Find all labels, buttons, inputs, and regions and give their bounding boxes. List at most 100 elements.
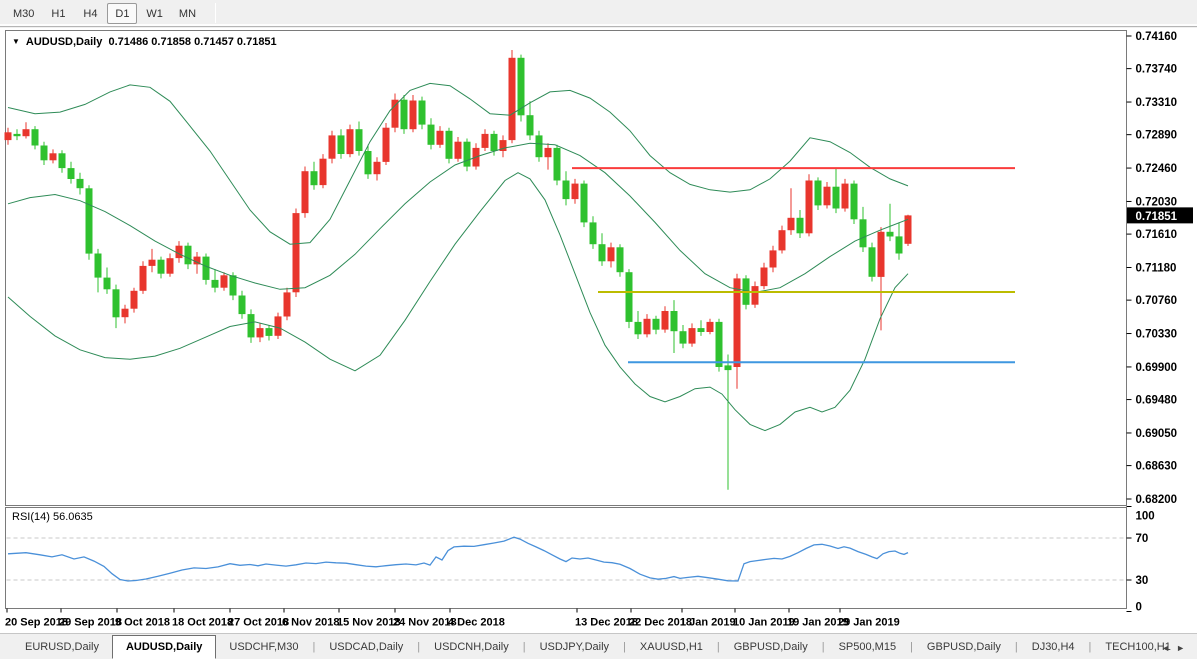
tab-usdchf-m30[interactable]: USDCHF,M30 — [229, 641, 299, 653]
candle — [31, 126, 39, 150]
tab-tech100-h1[interactable]: TECH100,H1 — [1105, 641, 1171, 653]
candle — [832, 168, 840, 214]
candle — [220, 272, 228, 291]
candle — [589, 216, 597, 249]
tab-scroll-arrows[interactable]: ◄► — [1161, 643, 1191, 653]
main-pane[interactable] — [5, 30, 1127, 506]
chart-area[interactable]: 0.74160 0.73740 0.73310 0.72890 0.72460 0.720… — [0, 28, 1197, 633]
tab-dj30-h4[interactable]: DJ30,H4 — [1031, 641, 1075, 653]
candle — [4, 127, 12, 145]
date-axis-label: 1 Jan 2019 — [680, 617, 736, 629]
candle — [697, 320, 705, 336]
tab-gbpusd-daily[interactable]: GBPUSD,Daily — [733, 641, 808, 653]
timeframe-button-h4[interactable]: H4 — [83, 7, 98, 20]
candle — [508, 50, 516, 144]
candle — [868, 242, 876, 282]
tab-scroll-left-icon[interactable]: ◄ — [1161, 643, 1177, 653]
candle — [481, 129, 489, 151]
candle — [121, 304, 129, 324]
candle — [247, 309, 255, 343]
candle — [634, 311, 642, 339]
candle — [616, 244, 624, 277]
candle — [427, 118, 435, 150]
candle — [769, 245, 777, 273]
candle — [229, 272, 237, 301]
tab-gbpusd-daily[interactable]: GBPUSD,Daily — [926, 641, 1001, 653]
candle — [418, 96, 426, 130]
candle — [706, 318, 714, 335]
chart-ohlc-values: 0.71486 0.71858 0.71457 0.71851 — [108, 36, 277, 48]
candle — [688, 323, 696, 347]
date-axis-label: 20 Sep 2018 — [5, 617, 68, 629]
date-axis-label: 4 Dec 2018 — [448, 617, 505, 629]
candle — [724, 354, 732, 490]
timeframe-button-mn[interactable]: MN — [178, 7, 197, 20]
candle — [760, 262, 768, 290]
tab-divider: | — [623, 640, 626, 653]
candle — [400, 95, 408, 134]
tab-divider: | — [1014, 640, 1018, 653]
candle — [184, 242, 192, 270]
timeframe-button-h1[interactable]: H1 — [51, 7, 66, 20]
candle — [166, 253, 174, 277]
candle — [499, 135, 507, 158]
rsi-axis-label: 70 — [1136, 533, 1149, 545]
candle — [526, 101, 534, 141]
candle — [373, 157, 381, 181]
tab-usdcnh-daily[interactable]: USDCNH,Daily — [434, 641, 509, 653]
date-axis-label: 15 Nov 2018 — [337, 617, 401, 629]
candle — [112, 284, 120, 329]
candle — [751, 281, 759, 308]
candle — [715, 318, 723, 372]
price-axis-label: 0.71180 — [1136, 263, 1177, 275]
candle — [643, 314, 651, 338]
candle — [346, 124, 354, 158]
candle — [319, 154, 327, 189]
candle — [904, 214, 912, 246]
tab-divider: | — [417, 640, 421, 653]
chart-dropdown-triangle-icon[interactable]: ▼ — [12, 37, 20, 46]
candle — [301, 166, 309, 218]
rsi-axis-label: 0 — [1136, 602, 1142, 614]
bollinger-lower-line — [7, 172, 909, 432]
candle — [652, 315, 660, 335]
price-axis-label: 0.70760 — [1136, 295, 1178, 307]
rsi-axis-label: 100 — [1136, 511, 1155, 523]
tab-audusd-daily[interactable]: AUDUSD,Daily — [111, 635, 217, 659]
price-axis-label: 0.69480 — [1136, 395, 1178, 407]
tab-usdcad-daily[interactable]: USDCAD,Daily — [329, 641, 404, 653]
tab-sp500-m15[interactable]: SP500,M15 — [838, 641, 897, 653]
timeframe-button-d1[interactable]: D1 — [107, 2, 138, 24]
candle — [391, 93, 399, 133]
tab-divider: | — [1088, 640, 1092, 653]
candle — [58, 150, 66, 173]
candle — [562, 171, 570, 206]
candle — [238, 290, 246, 319]
timeframe-button-m30[interactable]: M30 — [13, 7, 35, 20]
price-axis-label: 0.72890 — [1136, 130, 1178, 142]
tab-xauusd-h1[interactable]: XAUUSD,H1 — [639, 641, 703, 653]
candle — [328, 130, 336, 164]
date-axis-label: 18 Oct 2018 — [172, 617, 233, 629]
tab-eurusd-daily[interactable]: EURUSD,Daily — [25, 641, 99, 653]
chart-header: ▼ AUDUSD,Daily 0.71486 0.71858 0.71457 0.… — [12, 36, 277, 48]
candle — [670, 300, 678, 353]
candle — [625, 269, 633, 329]
candle — [859, 206, 867, 252]
candle — [463, 138, 471, 172]
date-axis-label: 27 Oct 2018 — [228, 617, 289, 629]
candle — [103, 267, 111, 294]
rsi-pane[interactable] — [5, 507, 1127, 609]
candle — [436, 126, 444, 148]
chart-canvas[interactable]: 0.74160 0.73740 0.73310 0.72890 0.72460 0.720… — [0, 28, 1197, 633]
candle — [823, 182, 831, 209]
tab-usdjpy-daily[interactable]: USDJPY,Daily — [539, 641, 610, 653]
bollinger-upper-line — [7, 82, 909, 245]
timeframe-toolbar: M30 H1 H4 D1 W1 MN — [0, 0, 1197, 27]
candle — [877, 227, 885, 331]
tab-scroll-right-icon[interactable]: ► — [1176, 643, 1191, 653]
timeframe-button-w1[interactable]: W1 — [146, 7, 163, 20]
price-axis-label: 0.73310 — [1136, 97, 1178, 109]
candle — [607, 242, 615, 268]
candle — [40, 141, 48, 165]
